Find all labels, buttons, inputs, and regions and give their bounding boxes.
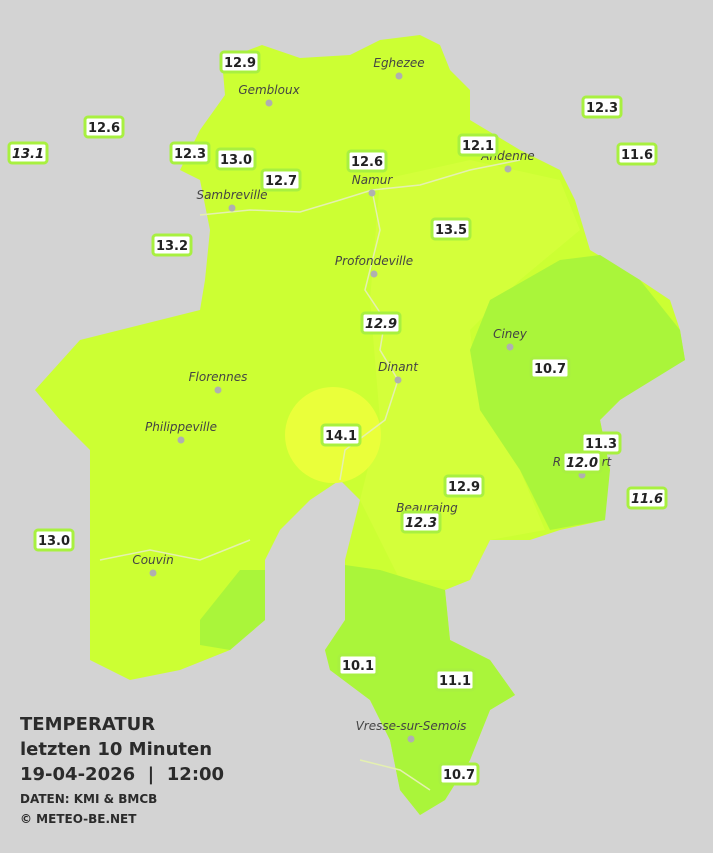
station-box [400,510,442,534]
town-dot [407,735,415,743]
town-dot [177,436,185,444]
station-value: 11.6 [631,492,663,507]
station-box [151,233,193,257]
town-dot [265,99,273,107]
station-value: 13.0 [220,153,252,168]
town-label: Dinant [378,360,419,374]
cool-zone [325,565,515,815]
station-value: 12.3 [405,516,437,531]
town-label: Gembloux [238,83,300,97]
station-value: 12.0 [566,456,598,471]
station-box [626,486,668,510]
station-value: 13.0 [38,534,70,549]
town-dot [506,343,514,351]
station-box [430,217,472,241]
legend-datetime: 19-04-2026 | 12:00 [20,764,224,785]
river [199,159,521,216]
station-box [83,115,125,139]
town-dot [504,165,512,173]
station-value: 11.3 [585,437,617,452]
station-value: 13.1 [12,147,44,162]
town-dot [228,204,236,212]
town-label: Couvin [132,553,173,567]
station-value: 12.7 [265,174,297,189]
station-value: 12.9 [365,317,397,332]
station-value: 12.6 [88,121,120,136]
station-box [33,528,75,552]
station-box [169,141,211,165]
station-box [346,149,388,173]
town-label: Vresse-sur-Semois [356,719,467,733]
station-value: 12.3 [586,101,618,116]
warm-zone [360,160,580,580]
river [359,759,431,791]
legend-period: letzten 10 Minuten [20,739,212,760]
station-box [337,653,379,677]
town-dot [394,376,402,384]
station-value: 10.7 [443,768,475,783]
station-box [529,356,571,380]
station-value: 12.9 [448,480,480,495]
cool-zone [470,255,685,530]
legend-copyright: © METEO-BE.NET [20,812,137,826]
station-box [443,474,485,498]
station-box [360,311,402,335]
station-box [457,133,499,157]
town-dot [395,72,403,80]
station-box [438,762,480,786]
town-dot [370,270,378,278]
station-value: 11.1 [439,674,471,689]
station-value: 13.5 [435,223,467,238]
town-label: Namur [352,173,394,187]
station-value: 10.1 [342,659,374,674]
station-box [581,95,623,119]
station-box [219,50,261,74]
station-box [434,668,476,692]
station-value: 13.2 [156,239,188,254]
town-label: Philippeville [145,420,217,434]
station-value: 11.6 [621,148,653,163]
town-label: Sambreville [196,188,267,202]
legend-source: DATEN: KMI & BMCB [20,792,157,806]
station-value: 12.1 [462,139,494,154]
town-dot [214,386,222,394]
station-box [616,142,658,166]
station-value: 14.1 [325,429,357,444]
town-label: Profondeville [335,254,413,268]
station-value: 12.6 [351,155,383,170]
station-box [7,141,49,165]
town-label: Ciney [493,327,528,341]
station-value: 10.7 [534,362,566,377]
station-value: 12.9 [224,56,256,71]
legend-title: TEMPERATUR [20,714,155,735]
station-box [561,450,603,474]
town-dot [368,189,376,197]
station-box [260,168,302,192]
cool-zone [200,570,265,650]
town-label: Eghezee [373,56,424,70]
station-value: 12.3 [174,147,206,162]
town-label: Florennes [189,370,248,384]
river [99,539,251,561]
town-dot [149,569,157,577]
station-box [215,147,257,171]
station-box [320,423,362,447]
